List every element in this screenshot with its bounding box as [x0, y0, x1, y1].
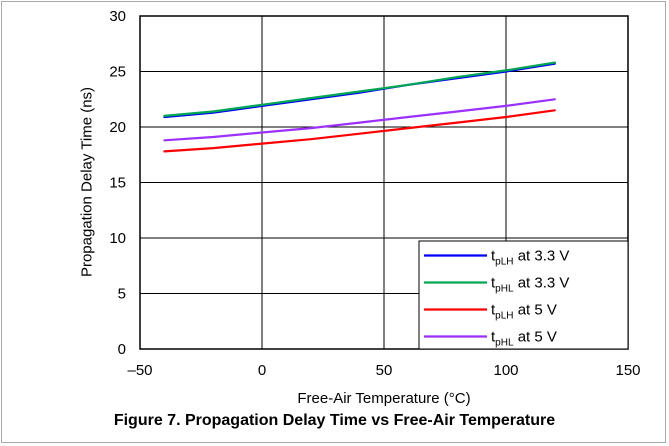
figure-caption: Figure 7. Propagation Delay Time vs Free…: [113, 412, 556, 429]
legend-box: [418, 240, 629, 350]
y-tick-label: 20: [109, 119, 126, 136]
x-tick-label: –50: [127, 362, 152, 379]
y-tick-label: 15: [109, 175, 126, 192]
legend-label: tpLH at 5 V: [491, 302, 557, 322]
legend-label: tpHL at 3.3 V: [491, 275, 569, 295]
x-tick-label: 150: [615, 362, 640, 379]
x-tick-label: 50: [376, 362, 393, 379]
y-tick-label: 0: [118, 341, 126, 358]
y-tick-label: 5: [118, 286, 126, 303]
plot-area-border: [139, 15, 629, 350]
y-tick-label: 30: [109, 8, 126, 25]
grid-lines: [140, 16, 628, 349]
x-axis-ticks: –50 0 50 100 150: [127, 362, 640, 379]
y-axis-label: Propagation Delay Time (ns): [78, 86, 96, 278]
x-tick-label: 100: [493, 362, 518, 379]
legend: tpLH at 3.3 V tpHL at 3.3 V tpLH at 5 V tpH…: [418, 240, 629, 350]
y-tick-label: 10: [109, 230, 126, 247]
series-line: [163, 109, 556, 153]
series-line: [163, 98, 556, 142]
legend-label: tpHL at 5 V: [491, 329, 557, 349]
x-axis-label: Free-Air Temperature (°C): [297, 390, 471, 407]
y-axis-ticks: 0 5 10 15 20 25 30: [109, 8, 126, 358]
legend-label: tpLH at 3.3 V: [491, 248, 569, 268]
series-lines: [163, 61, 556, 153]
x-tick-label: 0: [258, 362, 266, 379]
y-tick-label: 25: [109, 64, 126, 81]
series-line: [163, 61, 556, 118]
